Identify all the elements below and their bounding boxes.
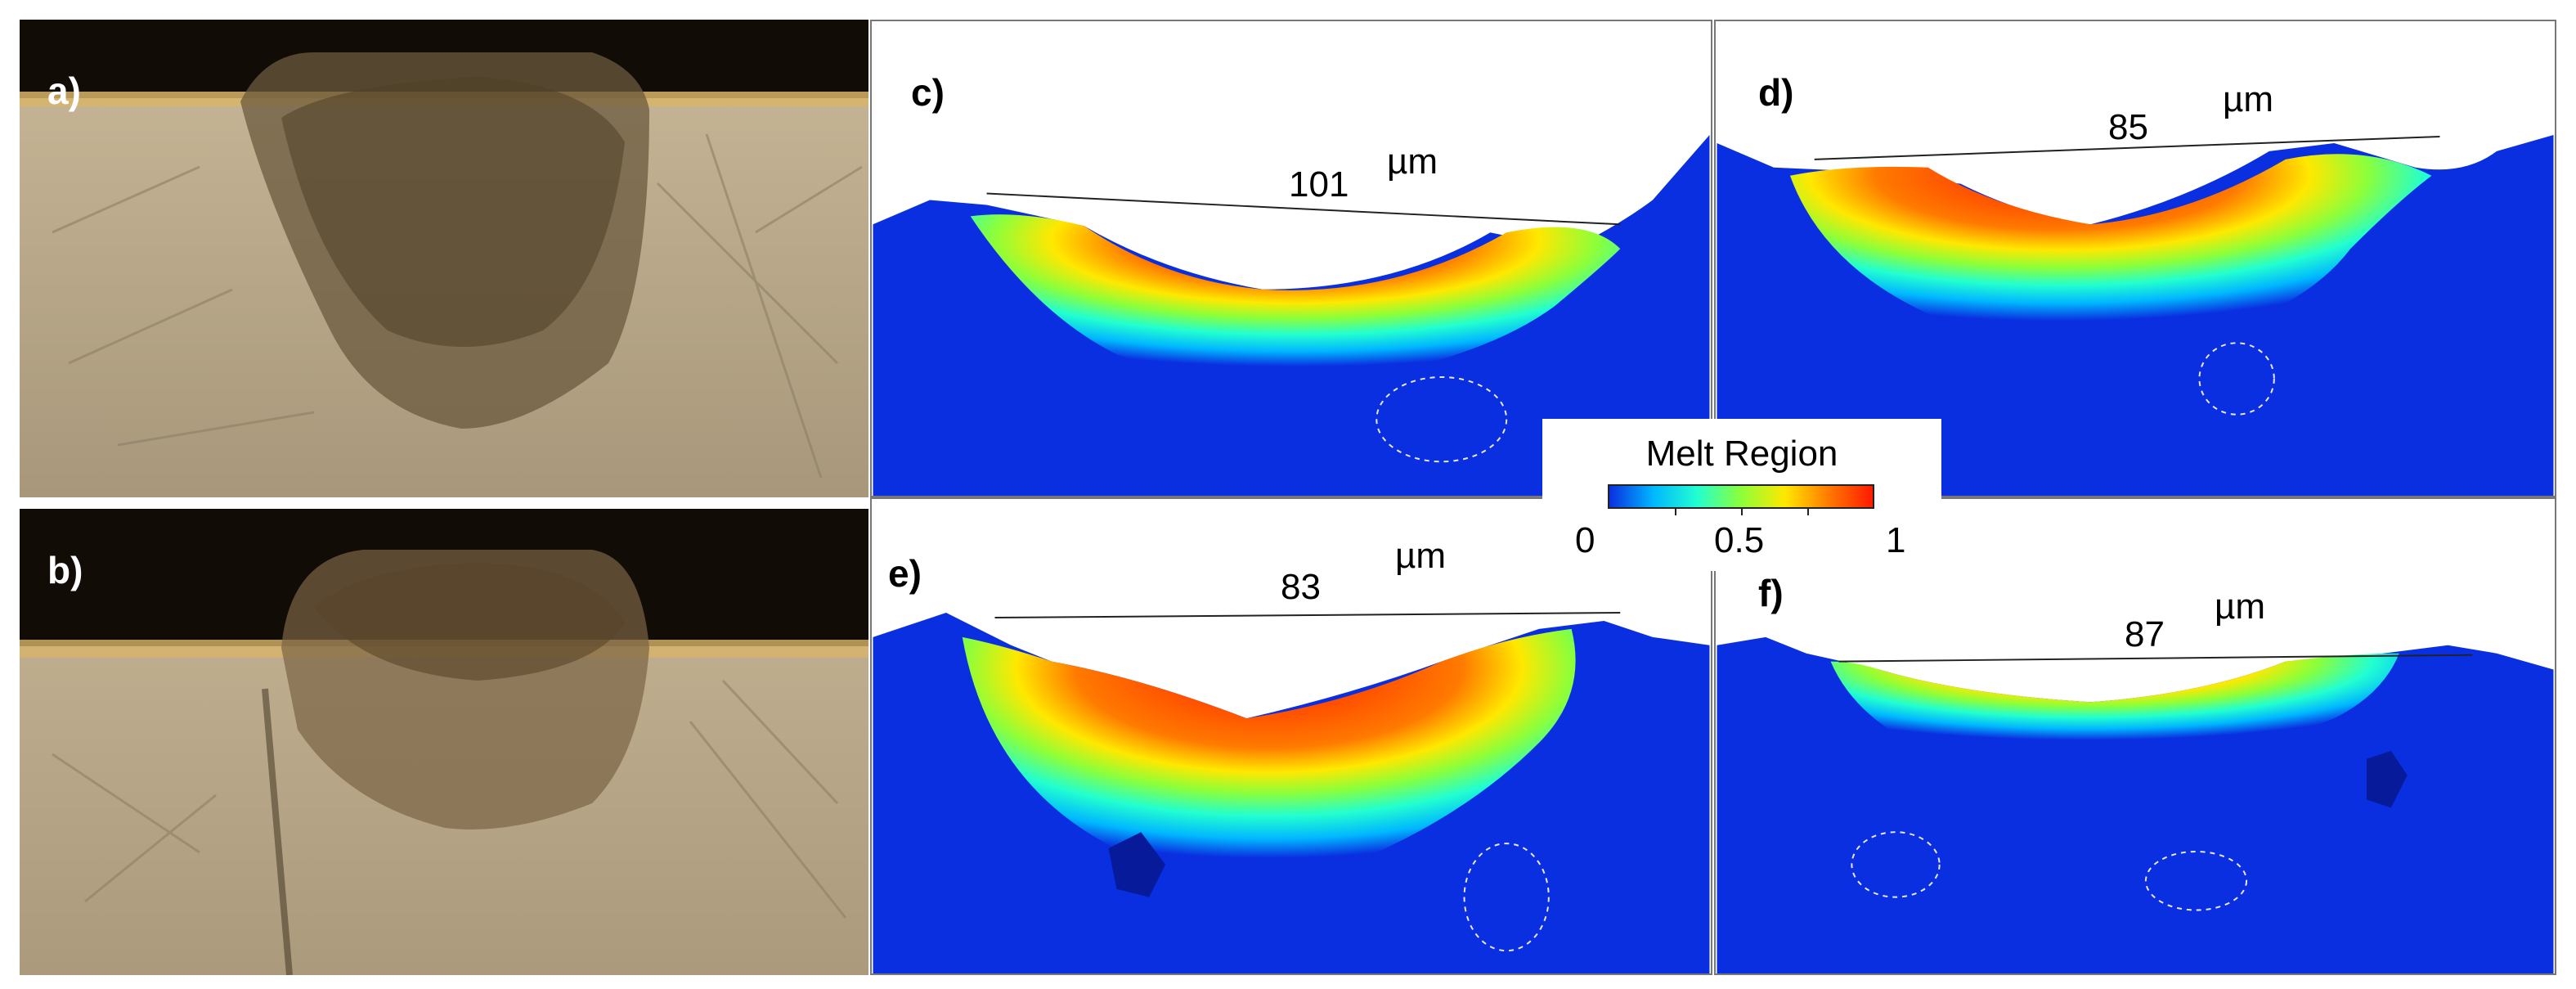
legend-title: Melt Region (1645, 434, 1838, 474)
simulation-panel-d: 85 µm d) (1714, 20, 2556, 497)
legend-tick-mark (1807, 507, 1809, 515)
melt-region-legend: Melt Region 0 0.5 1 (1542, 419, 1941, 571)
melt-width-value-d: 85 (2108, 107, 2148, 147)
melt-width-value-c: 101 (1289, 164, 1349, 205)
simulation-panel-c: 101 µm c) (870, 20, 1712, 497)
legend-tick-mark (1741, 507, 1743, 515)
melt-width-value-f: 87 (2125, 614, 2165, 654)
micrograph-panel-a: a) (20, 20, 868, 497)
melt-pool-c-plot (873, 21, 1710, 496)
legend-colorbar (1608, 484, 1874, 509)
panel-label-d: d) (1758, 71, 1794, 114)
panel-label-c: c) (911, 71, 945, 114)
legend-tick-max: 1 (1886, 520, 1906, 560)
legend-tick-mark (1675, 507, 1676, 515)
micrograph-a-image (20, 20, 868, 497)
panel-label-f: f) (1758, 572, 1784, 614)
melt-width-unit-f: µm (2215, 587, 2266, 627)
melt-pool-f-plot (1717, 499, 2554, 973)
legend-tick-min: 0 (1575, 520, 1595, 560)
melt-width-unit-e: µm (1395, 536, 1447, 576)
micrograph-panel-b: b) (20, 509, 868, 975)
melt-width-unit-d: µm (2223, 79, 2274, 119)
melt-width-value-e: 83 (1281, 567, 1321, 607)
melt-pool-d-plot (1717, 21, 2554, 496)
panel-label-a: a) (47, 70, 81, 112)
simulation-panel-e: 83 µm e) (870, 497, 1712, 975)
melt-pool-e-plot (873, 499, 1710, 973)
simulation-panel-f: 87 µm f) (1714, 497, 2556, 975)
legend-tick-mid: 0.5 (1714, 520, 1765, 560)
panel-label-b: b) (47, 549, 83, 591)
panel-label-e: e) (888, 552, 922, 595)
micrograph-b-image (20, 509, 868, 975)
melt-width-unit-c: µm (1387, 142, 1438, 182)
